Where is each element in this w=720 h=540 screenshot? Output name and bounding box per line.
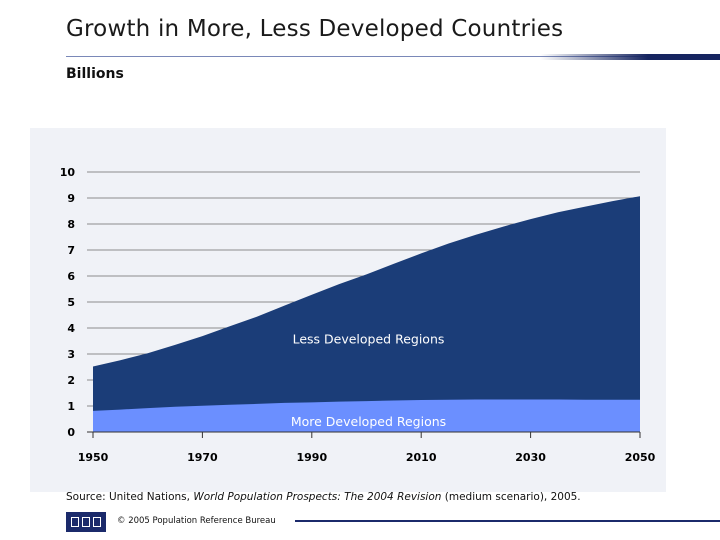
x-tick-label: 1970 [187,451,218,464]
series-area-less-developed [93,196,640,432]
y-tick-label: 3 [67,348,75,361]
logo-glyph-3 [93,517,101,527]
footer-divider [295,520,720,522]
title-divider-thick [540,54,720,60]
series-area-more-developed [93,399,640,432]
y-tick-label: 1 [67,400,75,413]
title-divider-thin [66,56,720,57]
source-prefix: Source: United Nations, [66,491,194,503]
y-tick-label: 2 [67,374,75,387]
y-tick-label: 0 [67,426,75,439]
x-tick-label: 2050 [625,451,656,464]
source-title: World Population Prospects: The 2004 Rev… [193,491,442,503]
slide-title: Growth in More, Less Developed Countries [66,16,564,42]
x-tick-label: 1950 [78,451,109,464]
y-tick-label: 6 [67,270,75,283]
source-suffix: (medium scenario), 2005. [441,491,581,503]
y-tick-label: 9 [67,192,75,205]
unit-label: Billions [66,66,124,82]
x-tick-label: 2030 [515,451,546,464]
logo-glyph-1 [71,517,79,527]
y-tick-label: 7 [67,244,75,257]
series-label-less-developed: Less Developed Regions [293,332,445,347]
source-note: Source: United Nations, World Population… [66,491,581,503]
series-label-more-developed: More Developed Regions [291,414,446,429]
logo-glyph-2 [82,517,90,527]
copyright-text: © 2005 Population Reference Bureau [117,516,276,526]
x-tick-label: 1990 [296,451,327,464]
y-tick-label: 5 [67,296,75,309]
y-tick-label: 8 [67,218,75,231]
y-tick-label: 4 [67,322,75,335]
prb-logo [66,512,106,532]
x-tick-label: 2010 [406,451,437,464]
title-divider [66,54,720,60]
y-tick-label: 10 [60,166,76,179]
